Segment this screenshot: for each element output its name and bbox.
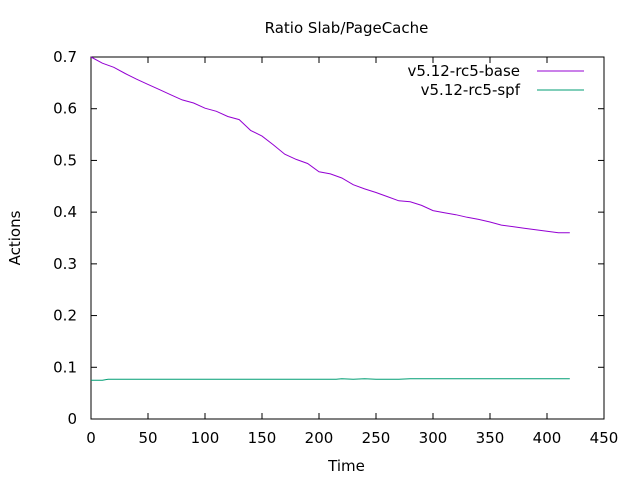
y-tick-label: 0.6 <box>53 100 77 118</box>
x-axis-label: Time <box>327 457 365 475</box>
x-tick-label: 350 <box>476 429 505 447</box>
y-axis: 0 0.1 0.2 0.3 0.4 0.5 0.6 0.7 <box>53 48 604 428</box>
y-tick-label: 0.4 <box>53 203 77 221</box>
x-axis: 0 50 100 150 200 250 300 350 400 450 <box>86 57 618 447</box>
chart-title: Ratio Slab/PageCache <box>265 19 429 37</box>
x-tick-label: 100 <box>191 429 220 447</box>
plot-area-border <box>90 56 605 420</box>
x-tick-label: 450 <box>590 429 619 447</box>
y-tick-label: 0.3 <box>53 255 77 273</box>
legend-label: v5.12-rc5-base <box>408 62 521 80</box>
y-tick-label: 0 <box>67 410 77 428</box>
y-tick-label: 0.5 <box>53 151 77 169</box>
y-tick-label: 0.1 <box>53 358 77 376</box>
y-tick-label: 0.7 <box>53 48 77 66</box>
y-axis-label: Actions <box>6 210 24 265</box>
x-tick-label: 200 <box>305 429 334 447</box>
legend-label: v5.12-rc5-spf <box>421 81 521 99</box>
x-tick-label: 50 <box>138 429 157 447</box>
x-tick-label: 0 <box>86 429 96 447</box>
series-lines <box>90 56 570 381</box>
x-tick-label: 150 <box>248 429 277 447</box>
x-tick-label: 300 <box>419 429 448 447</box>
series-line-v5-12-rc5-base <box>90 56 570 234</box>
y-tick-label: 0.2 <box>53 307 77 325</box>
x-tick-label: 250 <box>362 429 391 447</box>
series-line-v5-12-rc5-spf <box>91 378 570 381</box>
x-tick-label: 400 <box>533 429 562 447</box>
